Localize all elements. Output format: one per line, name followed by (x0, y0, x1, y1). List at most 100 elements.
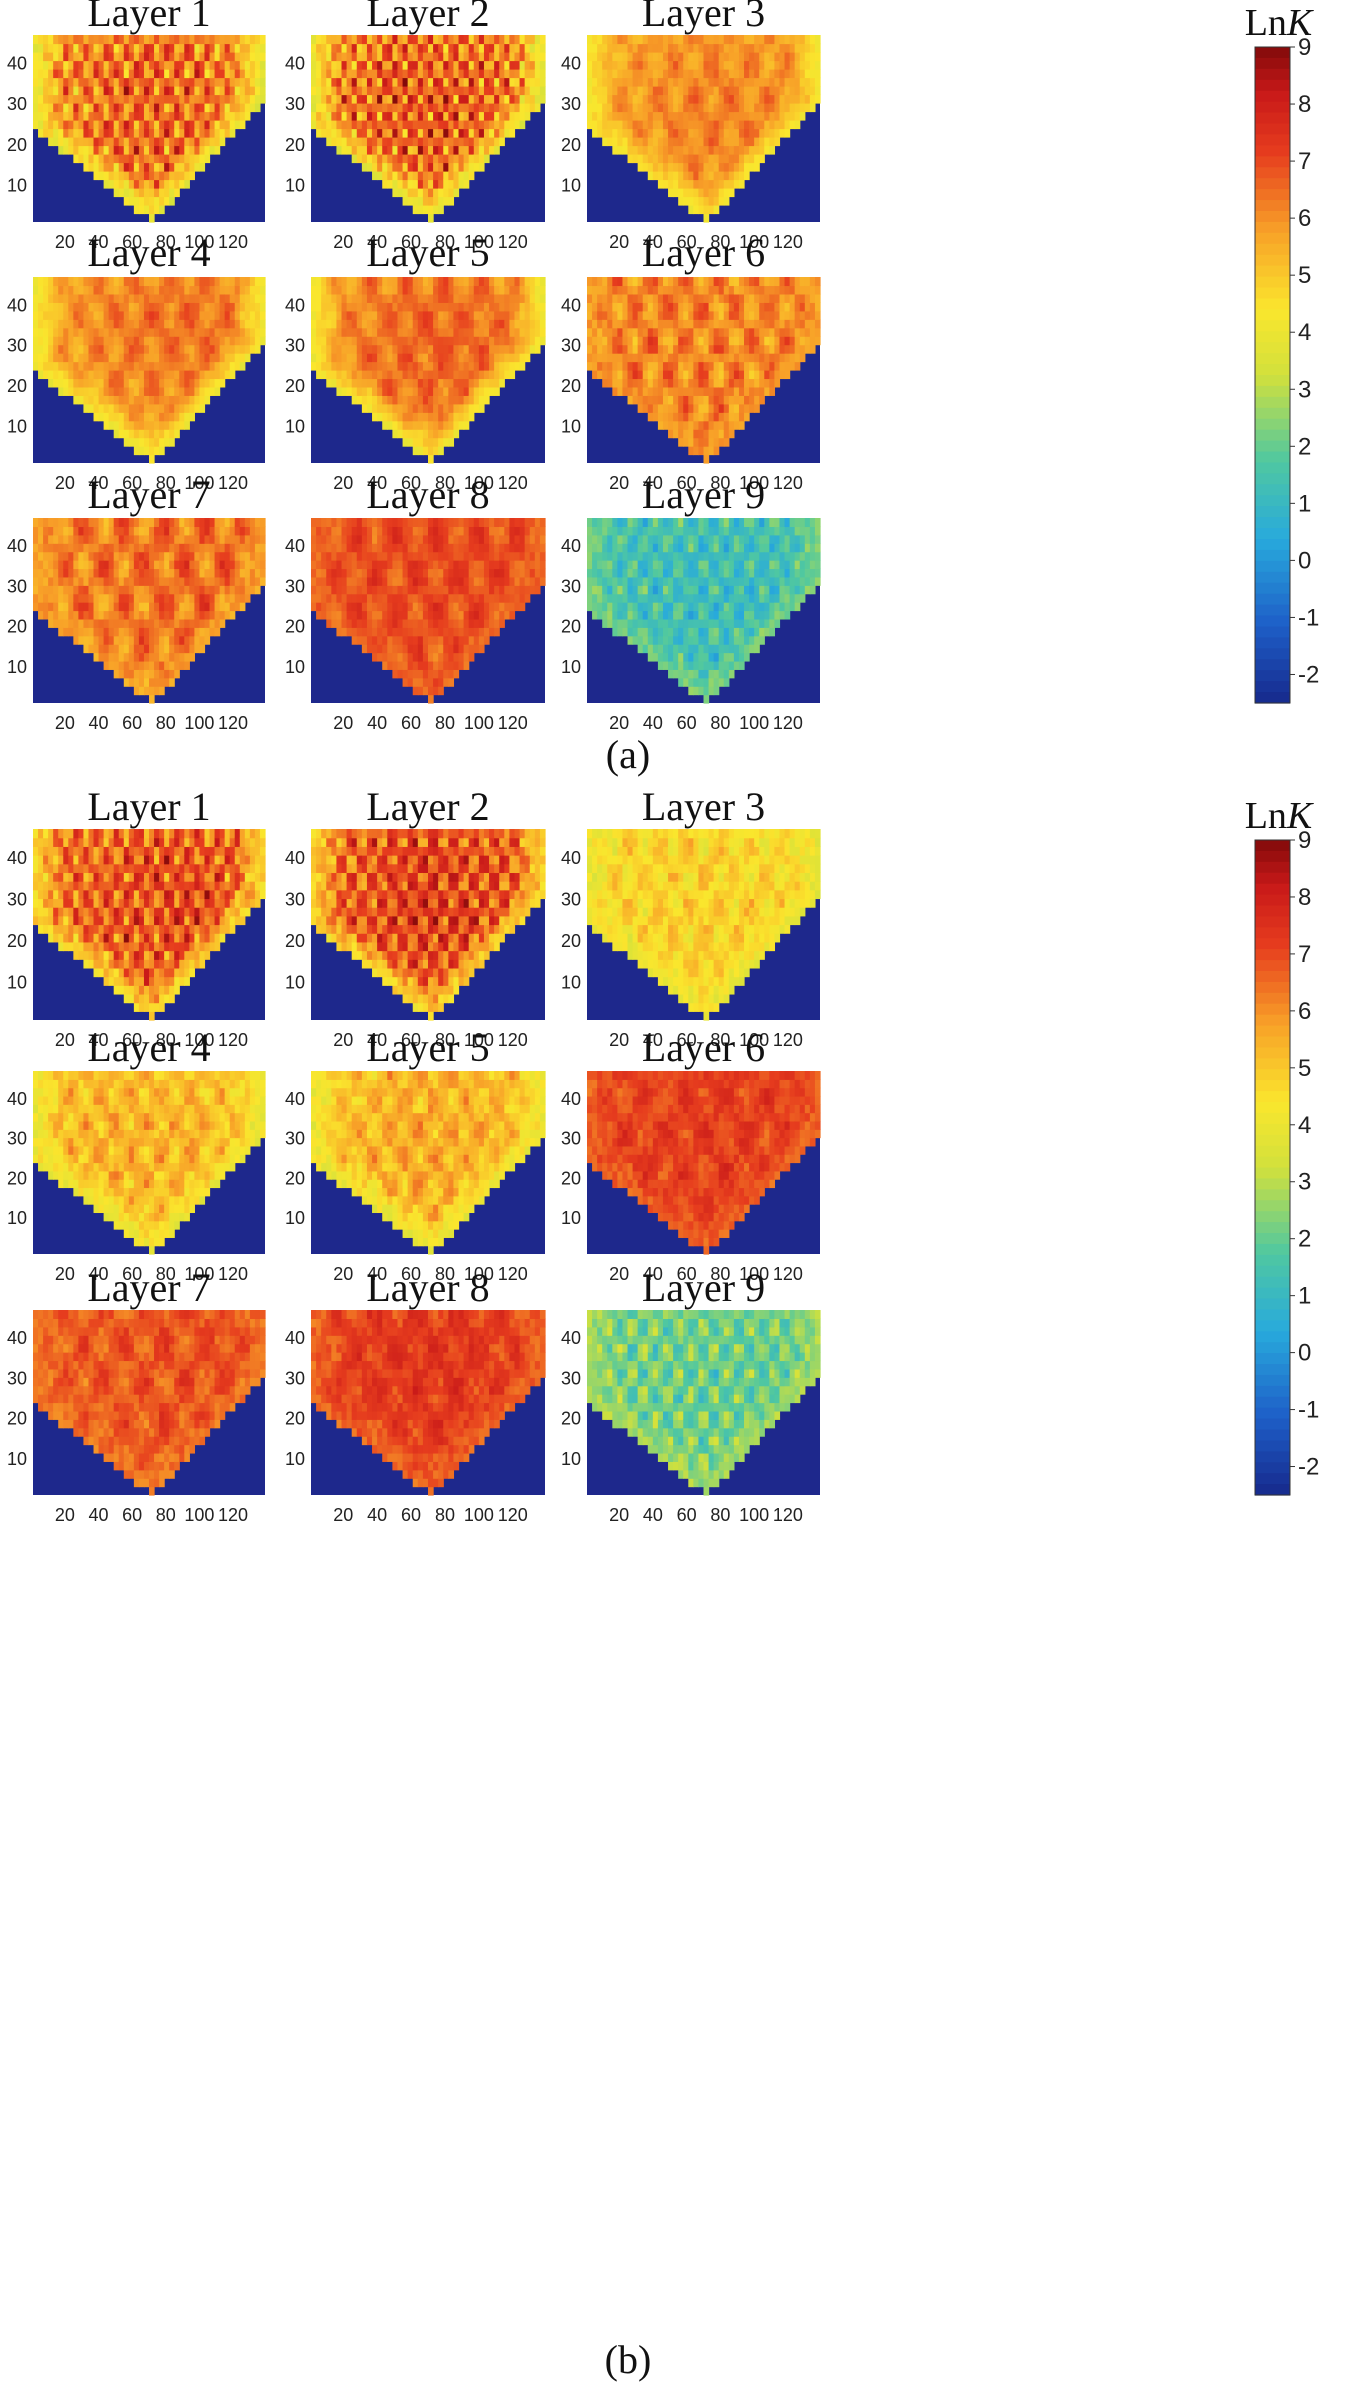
x-tick-label: 80 (435, 1030, 455, 1050)
y-tick-label: 30 (285, 94, 305, 114)
colorbar-tick-label: 0 (1298, 547, 1311, 574)
x-tick-label: 20 (609, 1030, 629, 1050)
colorbar-tick-label: 4 (1298, 1112, 1311, 1139)
x-tick-label: 80 (435, 713, 455, 733)
y-tick-label: 20 (7, 1409, 27, 1429)
y-tick-label: 20 (285, 1168, 305, 1188)
x-tick-label: 100 (739, 1264, 769, 1284)
heatmap-panel-1-5 (311, 277, 546, 464)
x-tick-label: 20 (333, 1264, 353, 1284)
x-tick-label: 120 (218, 1030, 248, 1050)
x-tick-label: 100 (464, 1264, 494, 1284)
y-tick-label: 30 (561, 336, 581, 356)
figure-panel-label: (b) (605, 2337, 652, 2382)
y-tick-label: 10 (561, 657, 581, 677)
heatmap-panel-2-9 (587, 1310, 821, 1496)
y-tick-label: 40 (561, 536, 581, 556)
x-tick-label: 80 (710, 232, 730, 252)
x-tick-label: 100 (184, 1030, 214, 1050)
y-tick-label: 40 (7, 295, 27, 315)
x-tick-label: 40 (643, 713, 663, 733)
colorbar-tick-label: 3 (1298, 1169, 1311, 1196)
x-tick-label: 60 (122, 232, 142, 252)
x-tick-label: 100 (184, 232, 214, 252)
x-tick-label: 80 (710, 473, 730, 493)
x-tick-label: 20 (333, 1505, 353, 1525)
heatmap-panel-1-7 (33, 518, 266, 704)
x-tick-label: 80 (710, 1264, 730, 1284)
y-tick-label: 10 (561, 175, 581, 195)
x-tick-label: 80 (435, 473, 455, 493)
y-tick-label: 30 (285, 1368, 305, 1388)
x-tick-label: 60 (677, 713, 697, 733)
x-tick-label: 120 (498, 713, 528, 733)
x-tick-label: 100 (464, 473, 494, 493)
heatmap-panel-2-4 (33, 1071, 266, 1255)
x-tick-label: 100 (739, 1030, 769, 1050)
x-tick-label: 40 (643, 1030, 663, 1050)
heatmap-panel-1-2 (311, 35, 546, 223)
colorbar-tick-label: -1 (1298, 604, 1319, 631)
y-tick-label: 40 (285, 53, 305, 73)
y-tick-label: 20 (561, 931, 581, 951)
y-tick-label: 30 (7, 1368, 27, 1388)
panel-title-1-2: Layer 2 (366, 0, 489, 35)
x-tick-label: 120 (498, 1505, 528, 1525)
x-tick-label: 60 (122, 1264, 142, 1284)
colorbar-tick-label: 8 (1298, 91, 1311, 118)
x-tick-label: 60 (401, 713, 421, 733)
y-tick-label: 20 (285, 1409, 305, 1429)
y-tick-label: 40 (7, 1089, 27, 1109)
x-tick-label: 120 (498, 1264, 528, 1284)
x-tick-label: 20 (333, 473, 353, 493)
panel-title-1-1: Layer 1 (87, 0, 210, 35)
heatmap-panel-1-8 (311, 518, 546, 704)
panel-title-1-5: Layer 5 (366, 230, 489, 275)
x-tick-label: 20 (609, 473, 629, 493)
y-tick-label: 10 (561, 417, 581, 437)
x-tick-label: 80 (156, 1264, 176, 1284)
x-tick-label: 20 (609, 1505, 629, 1525)
x-tick-label: 100 (184, 1505, 214, 1525)
panel-title-2-2: Layer 2 (366, 784, 489, 829)
x-tick-label: 80 (156, 232, 176, 252)
colorbar-tick-label: 1 (1298, 490, 1311, 517)
y-tick-label: 20 (285, 376, 305, 396)
y-tick-label: 40 (561, 848, 581, 868)
x-tick-label: 80 (710, 1030, 730, 1050)
y-tick-label: 20 (7, 376, 27, 396)
x-tick-label: 80 (435, 1505, 455, 1525)
y-tick-label: 40 (7, 1328, 27, 1348)
colorbar-label: LnK (1245, 795, 1314, 837)
y-tick-label: 10 (285, 973, 305, 993)
x-tick-label: 100 (739, 232, 769, 252)
x-tick-label: 60 (677, 232, 697, 252)
x-tick-label: 100 (739, 473, 769, 493)
x-tick-label: 80 (156, 1505, 176, 1525)
figure-panel-label: (a) (606, 732, 650, 777)
x-tick-label: 120 (773, 1264, 803, 1284)
heatmap-panel-1-4 (33, 277, 266, 464)
panel-title-2-9: Layer 9 (642, 1265, 765, 1310)
panel-title-1-4: Layer 4 (87, 230, 210, 275)
panel-title-2-5: Layer 5 (366, 1025, 489, 1070)
y-tick-label: 30 (7, 94, 27, 114)
y-tick-label: 20 (285, 931, 305, 951)
panel-title-1-3: Layer 3 (642, 0, 765, 35)
y-tick-label: 40 (7, 536, 27, 556)
colorbar-label: LnK (1245, 2, 1314, 44)
y-tick-label: 30 (7, 890, 27, 910)
y-tick-label: 10 (285, 417, 305, 437)
x-tick-label: 120 (498, 1030, 528, 1050)
x-tick-label: 20 (55, 1030, 75, 1050)
y-tick-label: 20 (7, 135, 27, 155)
x-tick-label: 100 (184, 473, 214, 493)
x-tick-label: 120 (773, 713, 803, 733)
heatmap-panel-1-6 (587, 277, 821, 464)
panel-title-2-7: Layer 7 (87, 1265, 210, 1310)
x-tick-label: 40 (89, 713, 109, 733)
y-tick-label: 20 (7, 617, 27, 637)
x-tick-label: 120 (218, 1505, 248, 1525)
x-tick-label: 120 (773, 1505, 803, 1525)
x-tick-label: 40 (367, 1505, 387, 1525)
